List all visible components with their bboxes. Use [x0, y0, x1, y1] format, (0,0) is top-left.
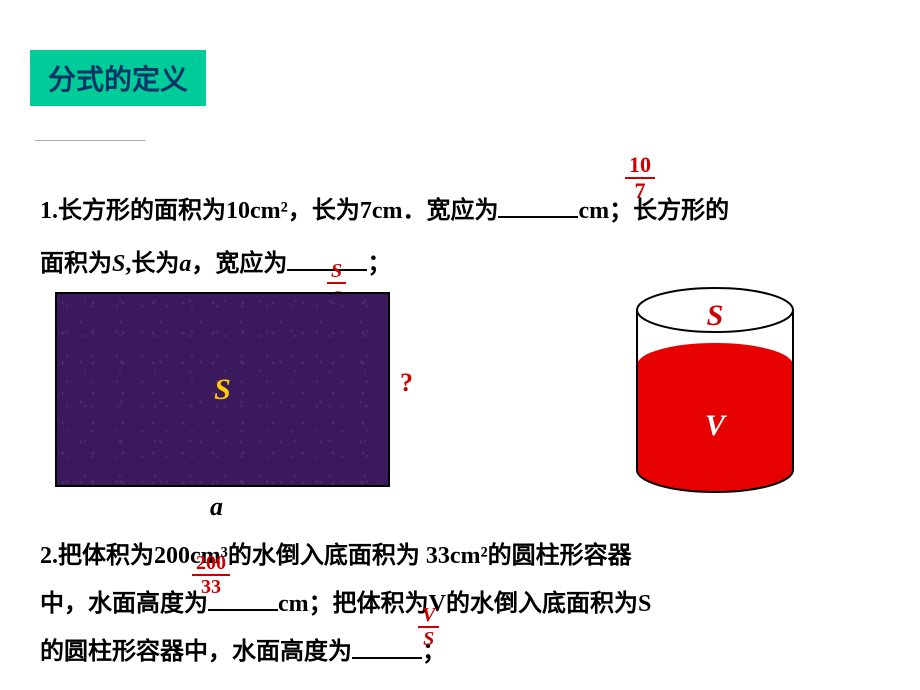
frac-numerator: 200: [192, 552, 230, 576]
frac-numerator: 10: [625, 153, 655, 179]
rectangle-length-label: a: [210, 492, 223, 522]
frac-denominator: S: [418, 628, 439, 650]
q1-prefix: 1.长方形的面积为10cm²，长为7cm．宽应为: [40, 198, 498, 224]
answer-fraction-10-7: 10 7: [625, 153, 655, 203]
q1-line1: 1.长方形的面积为10cm²，长为7cm．宽应为cm；长方形的 10 7: [40, 185, 880, 238]
rectangle-area-label: S: [214, 373, 231, 407]
q2-blank2: [352, 630, 422, 659]
q1-unit1: cm: [578, 198, 609, 224]
rectangle-width-question: ?: [400, 368, 413, 398]
frac-numerator: S: [327, 260, 346, 284]
q1-comma-long: ,长为: [125, 251, 179, 277]
rectangle-shape: S: [55, 292, 390, 487]
question-1: 1.长方形的面积为10cm²，长为7cm．宽应为cm；长方形的 10 7 面积为…: [40, 185, 880, 291]
cylinder-diagram: S V: [630, 285, 800, 495]
cylinder-area-label: S: [707, 299, 724, 332]
q2-line2: 中，水面高度为cm；把体积为V的水倒入底面积为S 200 33: [40, 580, 880, 628]
q2-line3a: 的圆柱形容器中，水面高度为: [40, 639, 352, 665]
title-underline: [35, 140, 145, 141]
q2-line2b: cm；把体积为V的水倒入底面积为S: [278, 591, 651, 617]
q2-line3: 的圆柱形容器中，水面高度为； V S: [40, 628, 880, 676]
q2-line1: 2.把体积为200cm³的水倒入底面积为 33cm²的圆柱形容器: [40, 532, 880, 580]
variable-S: S: [112, 251, 125, 277]
frac-numerator: V: [418, 604, 439, 628]
cylinder-water-top: [637, 343, 793, 387]
section-title-box: 分式的定义: [30, 50, 206, 106]
question-2: 2.把体积为200cm³的水倒入底面积为 33cm²的圆柱形容器 中，水面高度为…: [40, 532, 880, 676]
answer-fraction-200-33: 200 33: [192, 552, 230, 598]
section-title: 分式的定义: [48, 64, 188, 95]
q1-semicolon: ；: [367, 251, 391, 277]
q1-width-label: ，宽应为: [191, 251, 287, 277]
q2-line2a: 中，水面高度为: [40, 591, 208, 617]
frac-denominator: 7: [625, 179, 655, 203]
rectangle-diagram: S: [55, 292, 390, 487]
q1-line2-prefix: 面积为: [40, 251, 112, 277]
q2-line1-text: 2.把体积为200cm³的水倒入底面积为 33cm²的圆柱形容器: [40, 543, 632, 569]
q1-blank1: [498, 189, 578, 218]
answer-fraction-v-s: V S: [418, 604, 439, 650]
q1-line2: 面积为S,长为a，宽应为； S a: [40, 238, 880, 291]
variable-a: a: [179, 251, 191, 277]
cylinder-volume-label: V: [705, 409, 728, 442]
cylinder-svg: S V: [630, 285, 800, 495]
frac-denominator: 33: [192, 576, 230, 598]
